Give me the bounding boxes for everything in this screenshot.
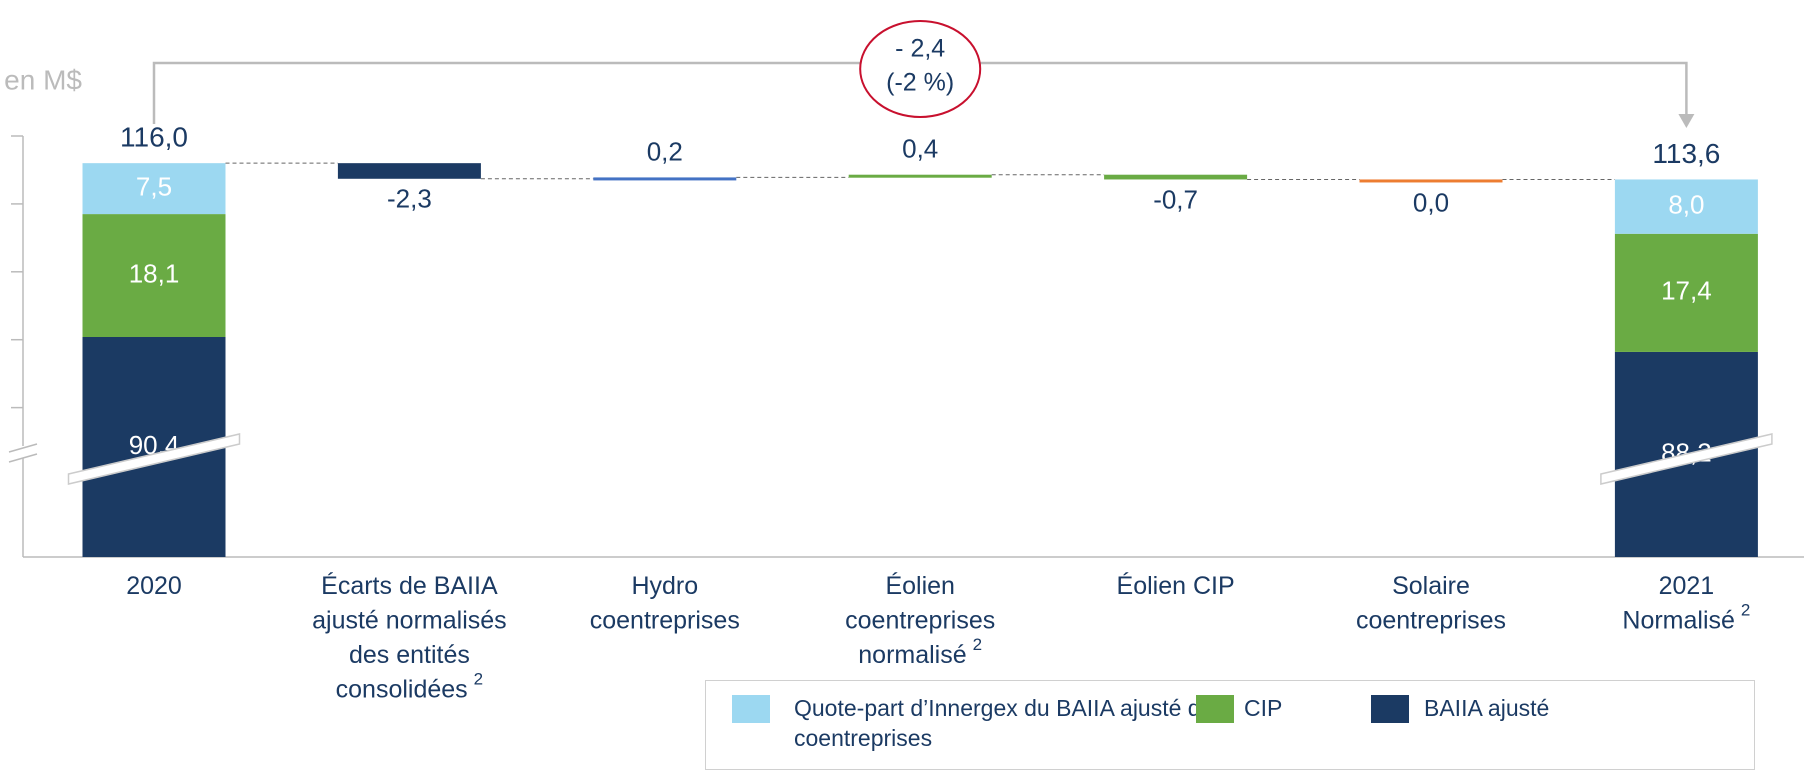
category-label: 2021 Normalisé 2 [1622, 572, 1750, 635]
category-label: Éolien coentreprises normalisé 2 [845, 571, 995, 669]
segment-label: 8,0 [1668, 189, 1704, 219]
category-line: normalisé [858, 641, 966, 669]
category-line: coentreprises [845, 606, 995, 634]
segment-label: 18,1 [129, 258, 180, 288]
legend-label: BAIIA ajusté [1424, 695, 1550, 721]
category-line: 2020 [126, 572, 182, 600]
change-bar [848, 174, 992, 178]
axis-break-mark [8, 453, 38, 463]
axis-break [9, 446, 37, 458]
category-label: Écarts de BAIIA ajusté normalisés des enti… [312, 571, 507, 704]
total-label: 116,0 [120, 122, 188, 153]
category-line: des entités [349, 641, 470, 669]
category-note: 2 [973, 635, 982, 654]
segment-label: 7,5 [136, 172, 172, 202]
axis-break-mark [8, 443, 38, 453]
legend-label: CIP [1244, 695, 1283, 721]
category-line: 2021 [1659, 572, 1715, 600]
change-label: -0,7 [1153, 184, 1198, 214]
annotation-text: (-2 %) [886, 69, 954, 97]
category-label: Solaire coentreprises [1356, 572, 1506, 635]
category-label: Hydro coentreprises [590, 572, 740, 635]
category-line: consolidées [336, 675, 468, 703]
bar-segment [1614, 179, 1758, 234]
unit-label: en M$ [4, 64, 82, 95]
bar-break [67, 433, 241, 485]
change-bar [1359, 179, 1503, 183]
category-line: Écarts de BAIIA [321, 571, 498, 600]
bar-segment [82, 163, 226, 215]
change-label: 0,2 [647, 136, 683, 166]
change-label: -2,3 [387, 184, 432, 214]
legend-swatch [1196, 695, 1234, 723]
legend-label: Quote-part d’Innergex du BAIIA ajusté de… [794, 695, 1225, 751]
category-line: Hydro [631, 572, 698, 600]
bracket-arrow [1678, 114, 1695, 128]
category-note: 2 [474, 670, 483, 689]
annotation-text: - 2,4 [895, 35, 945, 63]
legend-swatch [732, 695, 770, 723]
category-line: ajusté normalisés [312, 606, 507, 634]
change-bar [337, 163, 481, 179]
category-line: Solaire [1392, 572, 1470, 600]
legend-swatch [1371, 695, 1409, 723]
change-label: 0,4 [902, 134, 938, 164]
category-line: Éolien [885, 571, 955, 600]
category-line: coentreprises [590, 606, 740, 634]
bar-break [1600, 433, 1773, 485]
category-note: 2 [1741, 601, 1750, 620]
change-label: 0,0 [1413, 187, 1449, 217]
category-line: Normalisé [1622, 606, 1735, 634]
category-line: Éolien CIP [1117, 571, 1235, 600]
change-bar [1104, 174, 1248, 180]
category-line: coentreprises [1356, 606, 1506, 634]
category-label: Éolien CIP [1117, 571, 1235, 600]
bar-segment [1614, 233, 1758, 352]
annotation-circle [859, 20, 982, 118]
change-bar [593, 177, 737, 181]
category-label: 2020 [126, 572, 182, 600]
bar-segment [82, 214, 226, 337]
total-label: 113,6 [1652, 138, 1720, 169]
segment-label: 17,4 [1661, 276, 1712, 306]
